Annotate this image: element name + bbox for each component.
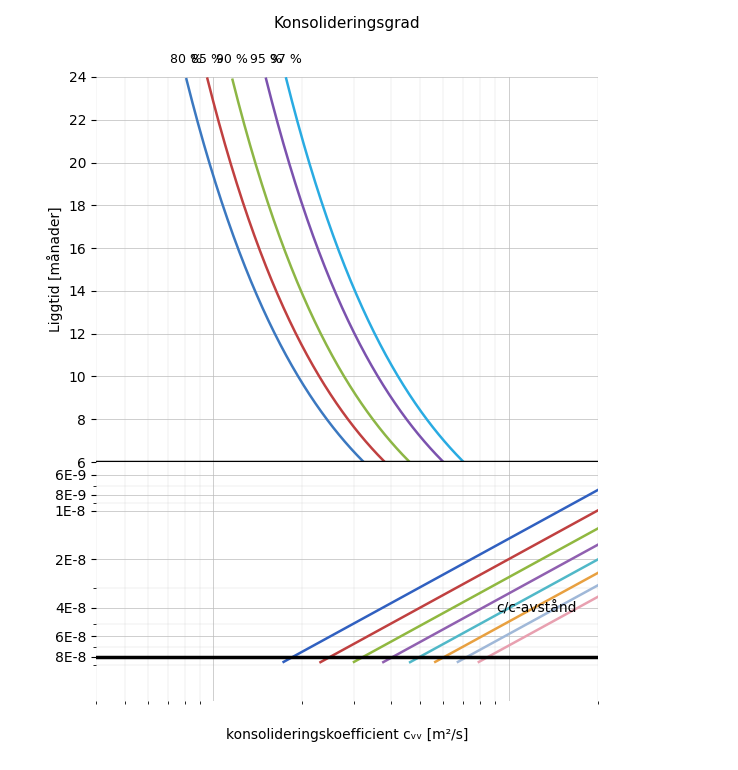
Text: 97 %: 97 % <box>270 53 302 66</box>
Text: 95 %: 95 % <box>249 53 282 66</box>
Text: 90 %: 90 % <box>215 53 248 66</box>
Text: 80 %: 80 % <box>170 53 201 66</box>
Text: c/c-avstånd: c/c-avstånd <box>497 601 577 615</box>
Text: Konsolideringsgrad: Konsolideringsgrad <box>274 16 420 31</box>
Text: 85 %: 85 % <box>191 53 223 66</box>
Y-axis label: Liggtid [månader]: Liggtid [månader] <box>47 206 63 333</box>
Text: konsolideringskoefficient cᵥᵥ [m²/s]: konsolideringskoefficient cᵥᵥ [m²/s] <box>226 728 468 742</box>
